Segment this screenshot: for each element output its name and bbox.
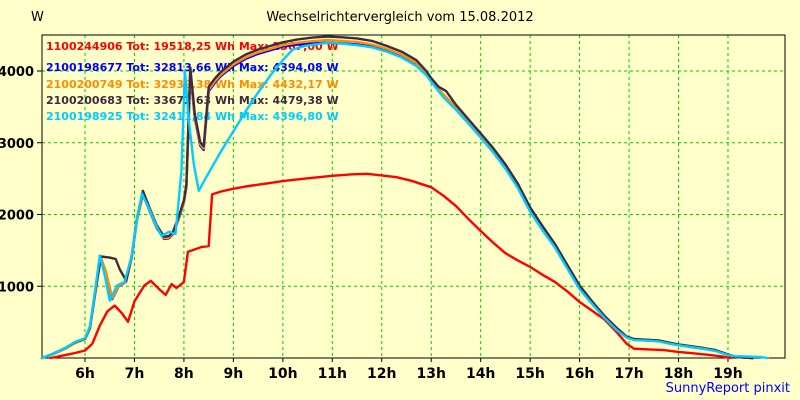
x-tick-label: 13h bbox=[416, 366, 445, 382]
x-tick-label: 17h bbox=[614, 366, 643, 382]
x-tick-label: 16h bbox=[565, 366, 594, 382]
x-tick-label: 12h bbox=[367, 366, 396, 382]
footer-brand: SunnyReport pinxit bbox=[665, 381, 790, 396]
x-tick-label: 10h bbox=[268, 366, 297, 382]
legend-entry: 1100244906 Tot: 19518,25 Wh Max: 2567,00… bbox=[46, 40, 339, 53]
x-tick-label: 11h bbox=[318, 366, 347, 382]
x-tick-label: 18h bbox=[664, 366, 693, 382]
plot-border bbox=[41, 34, 786, 359]
x-tick-label: 19h bbox=[713, 366, 742, 382]
x-tick-label: 8h bbox=[174, 366, 194, 382]
x-tick-label: 14h bbox=[466, 366, 495, 382]
series-line-1100244906 bbox=[49, 172, 732, 360]
x-tick-label: 7h bbox=[125, 366, 145, 382]
y-tick-label: 4000 bbox=[0, 65, 34, 80]
chart-title: Wechselrichtervergleich vom 15.08.2012 bbox=[266, 10, 534, 25]
y-tick-label: 2000 bbox=[0, 209, 34, 224]
legend-entry: 2100198677 Tot: 32813,66 Wh Max: 4394,08… bbox=[46, 61, 339, 74]
y-tick-label: 3000 bbox=[0, 137, 34, 152]
legend-entry: 2100198925 Tot: 32411,84 Wh Max: 4396,80… bbox=[46, 110, 339, 123]
x-tick-label: 9h bbox=[224, 366, 244, 382]
y-tick-label: 1000 bbox=[0, 280, 34, 295]
series-line-2100198925 bbox=[40, 41, 769, 360]
x-tick-label: 15h bbox=[515, 366, 544, 382]
y-axis-unit-label: W bbox=[31, 10, 44, 25]
x-tick-label: 6h bbox=[75, 366, 95, 382]
